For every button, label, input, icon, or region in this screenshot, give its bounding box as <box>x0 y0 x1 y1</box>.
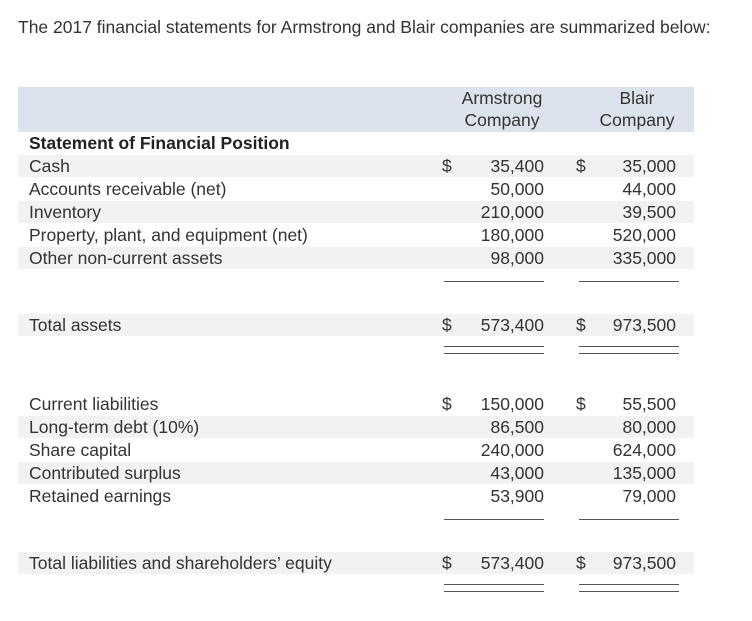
value-blair: 135,000 <box>612 463 676 483</box>
value-armstrong: 150,000 <box>480 394 544 414</box>
table-row: Cash $35,400 $35,000 <box>18 155 694 177</box>
value-blair: 39,500 <box>622 202 676 222</box>
table-row: Long-term debt (10%) 86,500 80,000 <box>18 416 694 438</box>
value-armstrong: 43,000 <box>490 463 544 483</box>
dollar-sign: $ <box>576 394 586 414</box>
table-row: Other non-current assets 98,000 335,000 <box>18 247 694 269</box>
value-blair: 35,000 <box>622 156 676 176</box>
header-blair-line2: Company <box>599 110 675 130</box>
dollar-sign: $ <box>576 156 586 176</box>
value-blair: 79,000 <box>622 486 676 506</box>
table-row: Current liabilities $150,000 $55,500 <box>18 393 694 415</box>
value-armstrong: 573,400 <box>480 553 544 573</box>
value-blair: 520,000 <box>612 225 676 245</box>
value-armstrong: 573,400 <box>480 315 544 335</box>
value-armstrong: 180,000 <box>480 225 544 245</box>
dollar-sign: $ <box>442 315 452 335</box>
value-blair: 55,500 <box>622 394 676 414</box>
value-armstrong: 210,000 <box>480 202 544 222</box>
row-label: Contributed surplus <box>29 463 181 483</box>
table-row: Property, plant, and equipment (net) 180… <box>18 224 694 246</box>
table-row: Contributed surplus 43,000 135,000 <box>18 462 694 484</box>
value-blair: 973,500 <box>612 553 676 573</box>
value-armstrong: 53,900 <box>490 486 544 506</box>
value-blair: 973,500 <box>612 315 676 335</box>
row-label: Retained earnings <box>29 486 172 506</box>
row-label: Total liabilities and shareholders’ equi… <box>29 553 332 573</box>
value-blair: 335,000 <box>612 248 676 268</box>
double-rule-top <box>444 584 544 585</box>
total-assets-row: Total assets $573,400 $973,500 <box>18 314 694 336</box>
row-label: Total assets <box>29 315 122 335</box>
double-rule-top <box>444 346 544 347</box>
row-label: Share capital <box>29 440 132 460</box>
intro-text: The 2017 financial statements for Armstr… <box>18 17 711 37</box>
dollar-sign: $ <box>576 553 586 573</box>
table-row: Share capital 240,000 624,000 <box>18 439 694 461</box>
value-armstrong: 98,000 <box>490 248 544 268</box>
header-blair: Blair Company <box>571 87 703 131</box>
table-row: Retained earnings 53,900 79,000 <box>18 485 694 507</box>
header-armstrong-line2: Company <box>464 110 540 130</box>
subtotal-rule <box>579 519 679 520</box>
value-armstrong: 35,400 <box>490 156 544 176</box>
header-armstrong-line1: Armstrong <box>461 88 543 108</box>
header-armstrong: Armstrong Company <box>436 87 568 131</box>
row-label: Other non-current assets <box>29 248 223 268</box>
value-blair: 44,000 <box>622 179 676 199</box>
section-title: Statement of Financial Position <box>29 133 290 153</box>
row-label: Inventory <box>29 202 101 222</box>
double-rule-bottom <box>444 591 544 592</box>
subtotal-rule <box>444 281 544 282</box>
row-label: Accounts receivable (net) <box>29 179 227 199</box>
row-label: Long-term debt (10%) <box>29 417 200 437</box>
dollar-sign: $ <box>442 156 452 176</box>
row-label: Current liabilities <box>29 394 159 414</box>
table-header: Armstrong Company Blair Company <box>18 87 694 132</box>
row-label: Cash <box>29 156 70 176</box>
dollar-sign: $ <box>442 394 452 414</box>
total-liabilities-row: Total liabilities and shareholders’ equi… <box>18 552 694 574</box>
value-armstrong: 50,000 <box>490 179 544 199</box>
double-rule-bottom <box>579 591 679 592</box>
double-rule-top <box>579 346 679 347</box>
double-rule-bottom <box>579 353 679 354</box>
table-row: Inventory 210,000 39,500 <box>18 201 694 223</box>
subtotal-rule <box>579 281 679 282</box>
subtotal-rule <box>444 519 544 520</box>
header-blair-line1: Blair <box>619 88 655 108</box>
double-rule-top <box>579 584 679 585</box>
double-rule-bottom <box>444 353 544 354</box>
dollar-sign: $ <box>576 315 586 335</box>
dollar-sign: $ <box>442 553 452 573</box>
value-blair: 80,000 <box>622 417 676 437</box>
value-blair: 624,000 <box>612 440 676 460</box>
row-label: Property, plant, and equipment (net) <box>29 225 308 245</box>
table-row: Accounts receivable (net) 50,000 44,000 <box>18 178 694 200</box>
value-armstrong: 86,500 <box>490 417 544 437</box>
value-armstrong: 240,000 <box>480 440 544 460</box>
